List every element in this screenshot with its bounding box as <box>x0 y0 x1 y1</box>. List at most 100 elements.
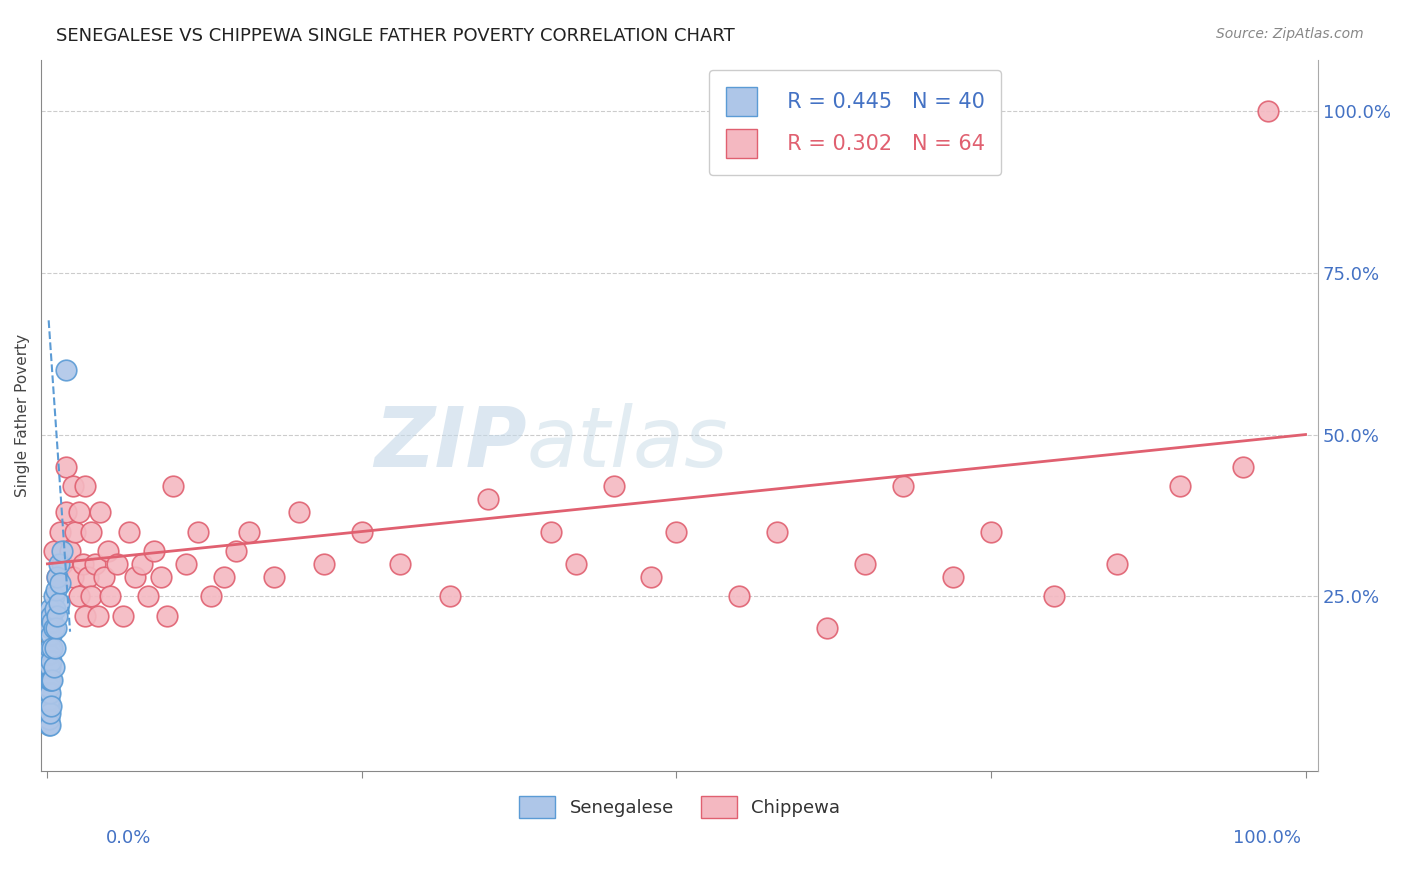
Point <box>42 589 65 603</box>
Point <box>39 628 62 642</box>
Point <box>93 570 115 584</box>
Point <box>314 557 336 571</box>
Text: Source: ZipAtlas.com: Source: ZipAtlas.com <box>1216 27 1364 41</box>
Point <box>48 557 70 571</box>
Point <box>350 524 373 539</box>
Point <box>62 570 84 584</box>
Point <box>42 544 65 558</box>
Point <box>225 544 247 558</box>
Point <box>817 622 839 636</box>
Point <box>39 608 62 623</box>
Point <box>38 699 60 714</box>
Point <box>39 622 62 636</box>
Text: 100.0%: 100.0% <box>1233 829 1301 847</box>
Point <box>38 718 60 732</box>
Point <box>477 492 499 507</box>
Point <box>46 570 69 584</box>
Point <box>540 524 562 539</box>
Point <box>187 524 209 539</box>
Point <box>44 602 66 616</box>
Point <box>1043 589 1066 603</box>
Legend: Senegalese, Chippewa: Senegalese, Chippewa <box>512 789 848 826</box>
Point <box>38 706 60 720</box>
Point <box>200 589 222 603</box>
Point <box>263 570 285 584</box>
Point <box>59 544 82 558</box>
Point <box>766 524 789 539</box>
Point <box>1232 459 1254 474</box>
Text: 0.0%: 0.0% <box>105 829 150 847</box>
Point <box>89 505 111 519</box>
Point <box>149 570 172 584</box>
Point <box>80 589 103 603</box>
Point <box>48 596 70 610</box>
Point <box>1168 479 1191 493</box>
Point <box>136 589 159 603</box>
Point <box>46 570 69 584</box>
Point <box>45 622 67 636</box>
Point <box>51 544 73 558</box>
Point <box>55 459 77 474</box>
Point <box>49 576 72 591</box>
Point <box>39 706 62 720</box>
Point <box>55 505 77 519</box>
Point <box>49 524 72 539</box>
Point <box>388 557 411 571</box>
Point <box>45 582 67 597</box>
Text: ZIP: ZIP <box>374 403 526 484</box>
Point <box>55 363 77 377</box>
Point <box>41 673 63 688</box>
Point <box>891 479 914 493</box>
Point <box>39 673 62 688</box>
Point <box>98 589 121 603</box>
Point <box>39 699 62 714</box>
Point <box>87 608 110 623</box>
Point <box>39 673 62 688</box>
Point <box>288 505 311 519</box>
Point <box>728 589 751 603</box>
Point <box>46 608 69 623</box>
Point <box>39 602 62 616</box>
Point <box>38 673 60 688</box>
Point <box>67 589 90 603</box>
Point <box>39 654 62 668</box>
Point <box>42 622 65 636</box>
Point <box>84 557 107 571</box>
Point <box>67 505 90 519</box>
Point <box>72 557 94 571</box>
Point <box>38 660 60 674</box>
Point <box>111 608 134 623</box>
Point <box>1257 104 1279 119</box>
Point <box>640 570 662 584</box>
Point <box>980 524 1002 539</box>
Point <box>38 712 60 726</box>
Point <box>212 570 235 584</box>
Point <box>75 479 97 493</box>
Point <box>665 524 688 539</box>
Point <box>143 544 166 558</box>
Point <box>105 557 128 571</box>
Point <box>162 479 184 493</box>
Point <box>41 615 63 629</box>
Point <box>38 692 60 706</box>
Point <box>118 524 141 539</box>
Point <box>62 479 84 493</box>
Point <box>174 557 197 571</box>
Y-axis label: Single Father Poverty: Single Father Poverty <box>15 334 30 497</box>
Point <box>80 524 103 539</box>
Point <box>942 570 965 584</box>
Point <box>38 686 60 700</box>
Point <box>44 640 66 655</box>
Point <box>63 524 86 539</box>
Point <box>41 640 63 655</box>
Point <box>602 479 624 493</box>
Point <box>38 648 60 662</box>
Point <box>238 524 260 539</box>
Point <box>97 544 120 558</box>
Point <box>39 660 62 674</box>
Point <box>131 557 153 571</box>
Text: SENEGALESE VS CHIPPEWA SINGLE FATHER POVERTY CORRELATION CHART: SENEGALESE VS CHIPPEWA SINGLE FATHER POV… <box>56 27 735 45</box>
Point <box>75 608 97 623</box>
Point <box>76 570 98 584</box>
Point <box>42 660 65 674</box>
